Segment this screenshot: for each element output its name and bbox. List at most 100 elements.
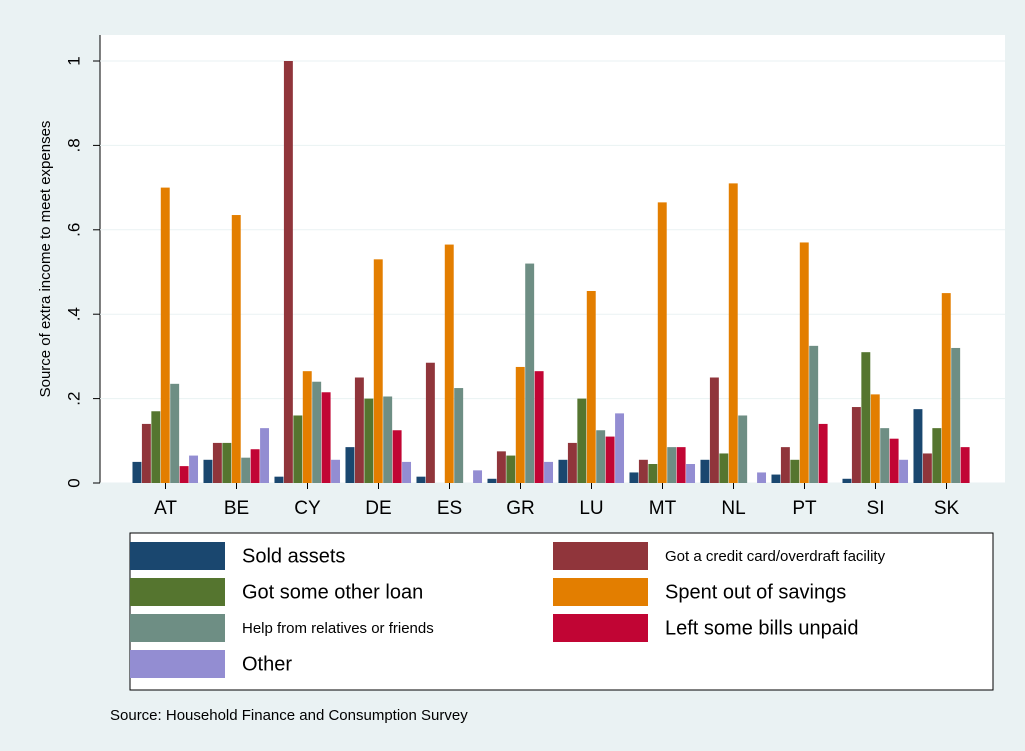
bar [189,455,199,483]
bar [534,371,544,483]
bar [496,451,506,483]
bar [506,455,516,483]
x-tick-label: SK [934,498,960,519]
x-tick-label: PT [792,498,817,519]
x-tick-label: SI [867,498,885,519]
legend-label: Other [242,653,292,675]
bar [241,457,251,483]
x-tick-label: ES [437,498,462,519]
bar [780,447,790,483]
bar [567,442,577,483]
bar [842,478,852,483]
x-tick-label: LU [579,498,603,519]
legend-swatch [553,614,648,642]
bar [354,377,364,483]
bar [648,464,658,483]
bar [818,423,828,483]
bar [676,447,686,483]
bar [700,459,710,483]
bar [231,215,241,483]
legend-label: Got a credit card/overdraft facility [665,548,886,565]
bar [899,459,909,483]
y-tick-label: .6 [64,223,83,237]
bar [605,436,615,483]
bar [544,461,554,483]
bar [629,472,639,483]
bar [203,459,213,483]
x-tick-label: AT [154,498,177,519]
bar [771,474,781,483]
bar [799,242,809,483]
bar [454,388,464,483]
bar [941,293,951,483]
bar [889,438,899,483]
bar [444,244,454,483]
bar [657,202,667,483]
bar [757,472,767,483]
bar [312,381,322,483]
legend-swatch [130,614,225,642]
legend-label: Help from relatives or friends [242,620,434,637]
y-tick-label: .2 [64,392,83,406]
bar [283,61,293,483]
bar [132,461,142,483]
bar [151,411,161,483]
y-tick-label: .8 [64,138,83,152]
bar [250,449,260,483]
legend-label: Got some other loan [242,581,423,603]
bar [790,459,800,483]
bar [515,366,525,483]
bar [809,345,819,483]
bar [870,394,880,483]
bar [738,415,748,483]
legend-swatch [553,578,648,606]
bar [728,183,738,483]
x-tick-label: BE [224,498,249,519]
bar [321,392,331,483]
bar [951,347,961,483]
x-tick-label: DE [365,498,391,519]
bar [913,409,923,483]
bar [932,428,942,483]
bar [383,396,393,483]
bar [667,447,677,483]
bar [364,398,374,483]
bar [851,407,861,483]
bar [922,453,932,483]
y-tick-label: .4 [64,307,83,321]
legend-swatch [130,650,225,678]
bar [392,430,402,483]
bar [331,459,341,483]
bar [558,459,568,483]
bar [960,447,970,483]
legend-label: Spent out of savings [665,581,846,603]
bar [141,423,151,483]
legend-label: Left some bills unpaid [665,617,858,639]
bar [345,447,355,483]
bar [880,428,890,483]
bar [179,466,189,483]
bar [487,478,497,483]
x-tick-label: NL [721,498,745,519]
source-note: Source: Household Finance and Consumptio… [110,707,468,724]
bar [686,464,696,483]
legend-swatch [130,578,225,606]
bar [373,259,383,483]
bar [222,442,232,483]
bar [861,352,871,483]
bar [615,413,625,483]
bar [577,398,587,483]
bar [274,476,284,483]
legend-label: Sold assets [242,545,345,567]
legend-swatch [553,542,648,570]
bar [596,430,606,483]
bar [719,453,729,483]
bar [709,377,719,483]
bar [416,476,426,483]
bar [302,371,312,483]
x-tick-label: GR [506,498,535,519]
bar [293,415,303,483]
legend-swatch [130,542,225,570]
bar [170,383,180,483]
